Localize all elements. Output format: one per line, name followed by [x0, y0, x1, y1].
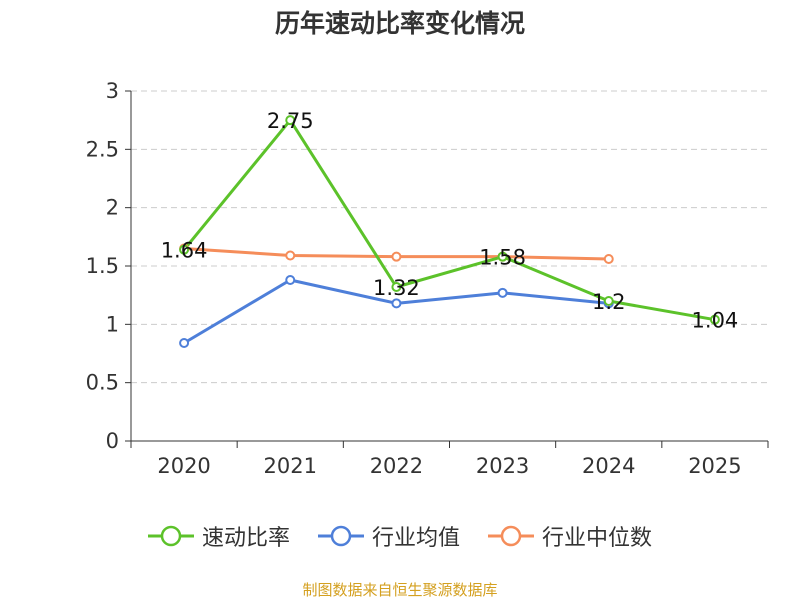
- legend: 速动比率 行业均值 行业中位数: [0, 520, 800, 552]
- x-tick-label: 2025: [688, 454, 741, 478]
- series-line: [182, 118, 716, 322]
- legend-item-quick-ratio[interactable]: 速动比率: [147, 520, 290, 552]
- data-label: 1.32: [373, 276, 420, 300]
- data-source-note: 制图数据来自恒生聚源数据库: [302, 581, 498, 599]
- data-point: [391, 251, 402, 262]
- x-tick-label: 2021: [264, 454, 317, 478]
- data-label: 1.2: [592, 290, 625, 314]
- legend-label: 行业均值: [371, 526, 460, 551]
- y-tick-label: 0.5: [86, 371, 119, 395]
- data-point: [391, 298, 402, 309]
- y-tick-label: 1: [106, 312, 119, 336]
- legend-label: 速动比率: [201, 526, 290, 551]
- chart-title: 历年速动比率变化情况: [274, 9, 525, 38]
- data-label: 1.04: [692, 309, 739, 333]
- data-label: 1.58: [479, 246, 526, 270]
- y-tick-label: 0: [106, 429, 119, 453]
- legend-marker-icon: [488, 525, 534, 547]
- x-tick-label: 2024: [582, 454, 635, 478]
- legend-label: 行业中位数: [542, 526, 653, 551]
- data-point: [179, 338, 190, 348]
- data-point: [285, 250, 296, 261]
- x-tick-label: 2022: [370, 454, 423, 478]
- y-tick-label: 2.5: [86, 137, 119, 161]
- legend-marker-icon: [317, 525, 364, 547]
- data-point: [285, 275, 296, 285]
- data-point: [179, 244, 190, 255]
- legend-item-industry-mean[interactable]: 行业均值: [317, 520, 460, 552]
- data-point: [497, 251, 508, 262]
- data-point: [603, 254, 614, 264]
- data-point: [391, 282, 402, 292]
- data-point: [497, 287, 508, 298]
- y-tick-label: 1.5: [86, 254, 119, 278]
- legend-marker-icon: [147, 525, 194, 547]
- x-tick-label: 2023: [476, 454, 529, 478]
- data-point: [285, 115, 296, 126]
- legend-item-industry-median[interactable]: 行业中位数: [488, 520, 652, 552]
- data-label: 1.64: [161, 239, 208, 263]
- data-label: 2.75: [267, 109, 314, 133]
- y-tick-label: 3: [106, 79, 119, 103]
- data-point: [709, 314, 720, 325]
- x-tick-label: 2020: [157, 454, 210, 478]
- data-point: [603, 296, 614, 306]
- y-tick-label: 2: [106, 196, 119, 220]
